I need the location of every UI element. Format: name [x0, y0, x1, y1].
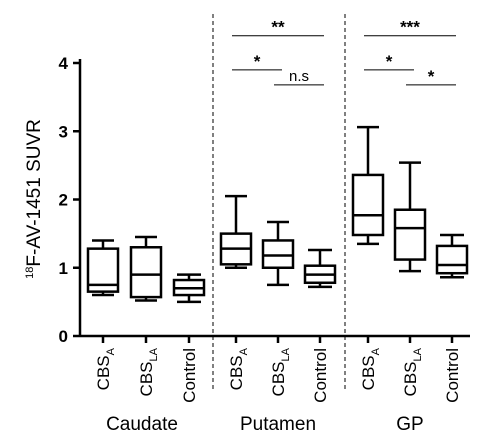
category-label: CBSA — [94, 347, 117, 390]
category-label: Control — [443, 348, 462, 403]
category-label: Control — [180, 348, 199, 403]
category-label-main: CBS — [269, 361, 288, 396]
y-tick-label: 3 — [59, 122, 68, 141]
group-label: Putamen — [240, 414, 316, 435]
group-label: Caudate — [106, 414, 178, 435]
box — [129, 246, 163, 299]
significance-label: n.s — [289, 68, 309, 85]
group-label: GP — [396, 414, 423, 435]
category-label-subscript: LA — [412, 347, 424, 361]
y-axis-label-superscript: 18 — [24, 267, 36, 279]
y-tick-label: 4 — [59, 54, 69, 73]
category-label-main: CBS — [137, 361, 156, 396]
y-tick-label: 0 — [59, 327, 68, 346]
significance-label: * — [254, 52, 261, 71]
significance-label: ** — [271, 18, 285, 37]
category-label: CBSLA — [269, 347, 292, 396]
category-label-subscript: A — [370, 347, 382, 355]
significance-label: * — [428, 67, 435, 86]
category-label-main: CBS — [94, 355, 113, 390]
category-label: CBSA — [359, 347, 382, 390]
category-label-subscript: LA — [148, 347, 160, 361]
category-label-subscript: A — [238, 347, 250, 355]
significance-label: * — [386, 52, 393, 71]
significance-label: *** — [400, 18, 420, 37]
category-label-main: Control — [180, 348, 199, 403]
category-label-main: Control — [443, 348, 462, 403]
box — [351, 173, 385, 237]
box — [435, 244, 469, 275]
y-tick-label: 1 — [59, 259, 68, 278]
category-label-main: CBS — [359, 355, 378, 390]
axes — [73, 14, 470, 392]
box — [393, 208, 427, 261]
category-label: Control — [311, 348, 330, 403]
plot-area — [86, 35, 469, 304]
category-label-subscript: LA — [280, 347, 292, 361]
y-tick-label: 2 — [59, 191, 68, 210]
y-axis-label: 18F-AV-1451 SUVR — [24, 119, 45, 279]
category-label: CBSA — [227, 347, 250, 390]
category-label: CBSLA — [401, 347, 424, 396]
category-label-main: Control — [311, 348, 330, 403]
category-label-main: CBS — [227, 355, 246, 390]
category-label-subscript: A — [105, 347, 117, 355]
y-axis-label-text: F-AV-1451 SUVR — [24, 119, 45, 266]
category-label-main: CBS — [401, 361, 420, 396]
box — [261, 239, 295, 269]
category-label: CBSLA — [137, 347, 160, 396]
